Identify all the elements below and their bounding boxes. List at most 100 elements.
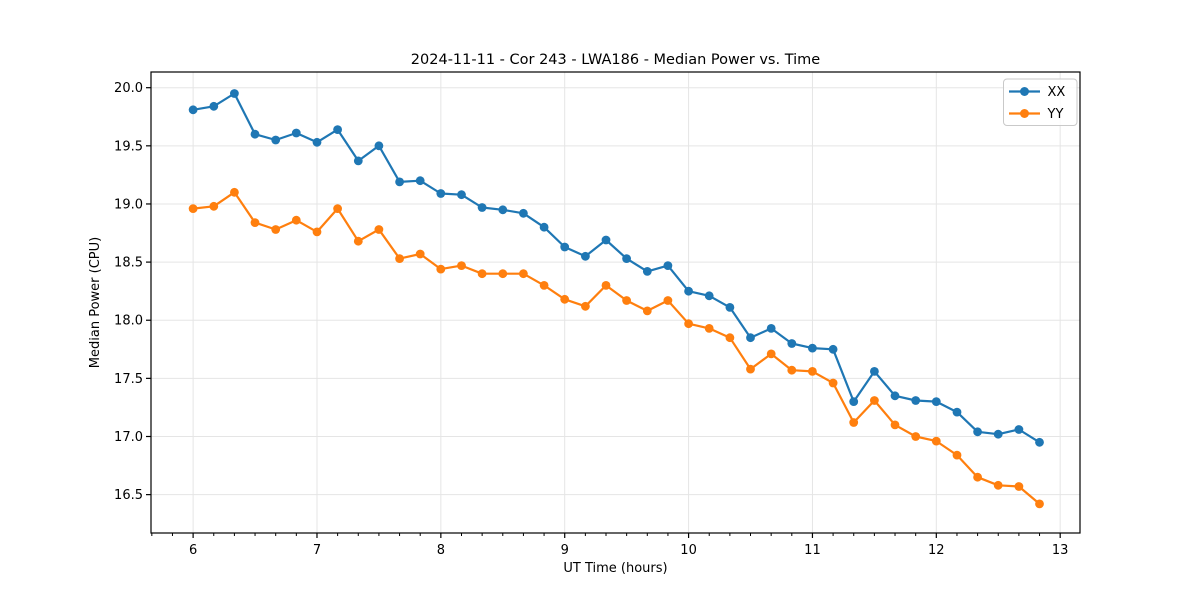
y-tick-label: 19.5 <box>114 139 143 154</box>
series-yy-point <box>230 187 239 197</box>
series-yy-point <box>312 227 322 237</box>
series-xx-point <box>642 267 652 276</box>
series-yy-point <box>353 236 363 246</box>
series-xx-point <box>911 396 921 405</box>
series-xx-point <box>312 137 322 147</box>
legend: XX YY <box>1003 78 1078 126</box>
series-yy-point <box>704 324 714 333</box>
series-yy-point <box>601 281 611 290</box>
series-yy-point <box>911 432 921 441</box>
x-tick-label: 8 <box>437 543 445 558</box>
series-xx-point <box>828 344 838 354</box>
series-yy-point <box>766 349 776 359</box>
series-xx-point <box>457 190 466 200</box>
series-xx-point <box>477 203 487 212</box>
series-yy-point <box>291 215 301 225</box>
chart-title: 2024-11-11 - Cor 243 - LWA186 - Median P… <box>411 52 820 68</box>
series-xx-point <box>209 101 219 111</box>
series-xx-point <box>560 242 570 252</box>
series-yy-point <box>642 306 652 316</box>
series-xx-point <box>890 391 900 401</box>
series-xx-point <box>436 189 446 198</box>
series-yy-point <box>374 225 384 234</box>
y-axis-label: Median Power (CPU) <box>88 237 103 368</box>
plot-area: 6 7 8 9 10 11 12 13 16.5 17.0 17.5 18.0 18.5 19.0 19.5… <box>114 71 1081 558</box>
series-yy-point <box>1035 499 1044 509</box>
series-yy-point <box>1014 482 1024 491</box>
series-yy-point <box>993 480 1003 490</box>
series-xx-point <box>188 105 198 115</box>
series-xx-point <box>333 125 342 134</box>
series-yy-point <box>250 218 260 228</box>
legend-box <box>1003 78 1078 126</box>
series-yy-point <box>890 420 900 430</box>
series-yy-point <box>560 294 570 304</box>
series-yy-point <box>870 396 879 405</box>
series-yy-point <box>684 319 693 329</box>
series-yy-point <box>828 378 838 388</box>
series-xx-point <box>808 343 817 353</box>
series-xx-point <box>952 407 962 417</box>
y-tick-label: 20.0 <box>114 81 143 96</box>
y-tick-label: 17.5 <box>114 372 143 387</box>
series-yy-point <box>725 333 735 343</box>
series-yy-point <box>931 436 941 446</box>
series-xx-point <box>663 261 673 270</box>
series-yy-point <box>498 269 508 279</box>
series-xx-point <box>415 176 425 186</box>
legend-label-yy: YY <box>1047 107 1064 122</box>
series-yy-point <box>849 418 859 427</box>
series-xx-point <box>931 397 941 406</box>
series-xx-point <box>230 89 239 98</box>
y-tick-label: 16.5 <box>114 488 143 503</box>
series-xx-point <box>539 222 549 232</box>
series-yy-point <box>952 450 962 460</box>
series-xx-point <box>395 177 404 187</box>
series-yy-point <box>581 301 590 311</box>
series-xx-point <box>870 367 879 376</box>
plot-border <box>150 71 1081 534</box>
series-xx-point <box>498 205 508 215</box>
series-yy-point <box>395 254 404 263</box>
series-xx-point <box>684 286 693 296</box>
x-tick-label: 6 <box>189 543 197 558</box>
x-tick-label: 10 <box>680 543 697 558</box>
series-yy-point <box>477 269 487 279</box>
y-tick-label: 18.5 <box>114 256 143 271</box>
series-yy-point <box>271 225 281 234</box>
x-tick-label: 12 <box>928 543 945 558</box>
x-tick-label: 7 <box>313 543 321 558</box>
series-yy-point <box>415 249 425 259</box>
series-yy-point <box>787 365 797 375</box>
series-yy-point <box>663 296 673 305</box>
y-tick-label: 19.0 <box>114 197 143 212</box>
y-tick-label: 17.0 <box>114 430 143 445</box>
series-yy-point <box>436 264 446 274</box>
series-xx-point <box>725 303 735 312</box>
x-tick-label: 9 <box>561 543 569 558</box>
series-yy-point <box>973 472 982 482</box>
series-xx-point <box>973 427 982 437</box>
legend-sample-marker-xx <box>1020 87 1029 96</box>
series-yy-point <box>539 281 549 290</box>
legend-sample-marker-yy <box>1020 109 1029 118</box>
series-xx-point <box>849 397 859 406</box>
x-tick-label: 11 <box>804 543 821 558</box>
series-yy-point <box>457 261 466 270</box>
x-tick-label: 13 <box>1052 543 1069 558</box>
y-tick-label: 18.0 <box>114 314 143 329</box>
series-xx-point <box>519 208 528 218</box>
series-xx-point <box>787 339 797 348</box>
series-xx-point <box>581 251 590 261</box>
series-xx-point <box>993 429 1003 439</box>
series-xx-point <box>374 141 384 151</box>
series-xx-point <box>271 135 281 145</box>
series-xx-point <box>353 156 363 166</box>
series-yy-point <box>188 204 198 214</box>
series-xx-point <box>1035 437 1044 447</box>
x-axis-label: UT Time (hours) <box>563 561 667 576</box>
series-yy-point <box>209 201 219 211</box>
series-xx-point <box>766 324 776 333</box>
